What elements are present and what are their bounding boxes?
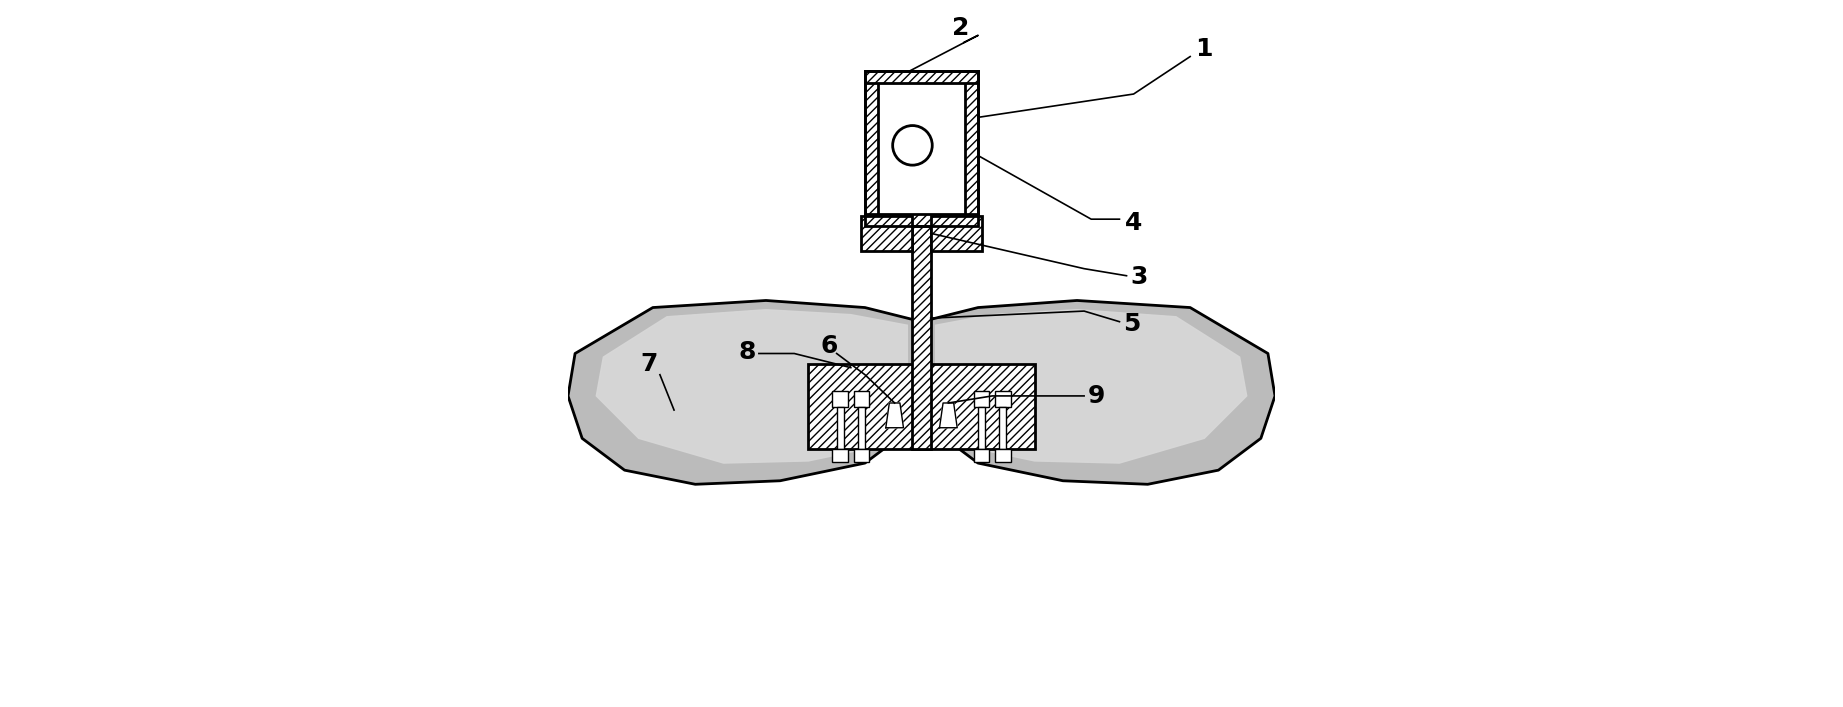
Bar: [864, 214, 979, 226]
Bar: [833, 449, 848, 462]
Polygon shape: [922, 300, 1275, 484]
Text: 3: 3: [1130, 265, 1148, 289]
Bar: [837, 407, 844, 449]
Text: 7: 7: [641, 352, 658, 376]
Text: 1: 1: [1196, 37, 1213, 62]
Bar: [973, 391, 990, 407]
Polygon shape: [568, 300, 922, 484]
Text: 9: 9: [1087, 384, 1106, 408]
Bar: [966, 71, 979, 226]
Polygon shape: [886, 403, 903, 428]
Text: 4: 4: [1124, 211, 1143, 235]
Bar: [833, 391, 848, 407]
Text: 2: 2: [951, 16, 969, 40]
Bar: [861, 216, 912, 251]
Bar: [931, 216, 982, 251]
Polygon shape: [936, 310, 1246, 463]
Polygon shape: [940, 403, 957, 428]
Bar: [973, 449, 990, 462]
Bar: [864, 71, 979, 226]
Bar: [864, 71, 877, 226]
Bar: [999, 407, 1006, 449]
Text: 8: 8: [739, 340, 756, 364]
Bar: [853, 449, 870, 462]
Bar: [979, 407, 986, 449]
Bar: [809, 364, 1034, 449]
Bar: [995, 391, 1010, 407]
Polygon shape: [597, 310, 907, 463]
Bar: [877, 83, 966, 214]
Bar: [864, 71, 979, 83]
Text: 6: 6: [820, 334, 839, 358]
Bar: [912, 198, 931, 449]
Text: 5: 5: [1124, 312, 1141, 336]
Bar: [853, 391, 870, 407]
Bar: [995, 449, 1010, 462]
Bar: [857, 407, 864, 449]
